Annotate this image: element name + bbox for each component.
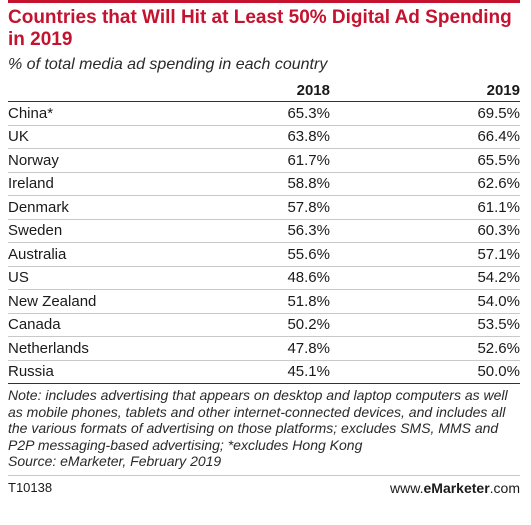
header-country <box>8 79 258 102</box>
table-row: Canada 50.2% 53.5% <box>8 312 520 337</box>
chart-container: Countries that Will Hit at Least 50% Dig… <box>8 0 520 496</box>
chart-id: T10138 <box>8 479 53 495</box>
value-2018-cell: 65.3% <box>258 101 330 125</box>
footnote: Note: includes advertising that appears … <box>8 387 520 470</box>
table-row: New Zealand 51.8% 54.0% <box>8 289 520 313</box>
value-2018-cell: 57.8% <box>258 195 330 219</box>
value-2019-cell: 61.1% <box>330 195 520 219</box>
country-cell: Australia <box>8 242 258 266</box>
value-2018-cell: 50.2% <box>258 312 330 337</box>
brand-suffix: .com <box>489 479 520 496</box>
country-cell: Sweden <box>8 218 258 243</box>
value-2019-cell: 53.5% <box>330 312 520 337</box>
value-2019-cell: 54.2% <box>330 265 520 290</box>
value-2018-cell: 47.8% <box>258 336 330 360</box>
brand-logo: www.eMarketer.com <box>390 480 520 496</box>
table-row: US 48.6% 54.2% <box>8 265 520 290</box>
value-2018-cell: 45.1% <box>258 359 330 384</box>
table-body: China* 65.3% 69.5% UK 63.8% 66.4% Norway 61.7% 6… <box>8 101 520 384</box>
country-cell: US <box>8 265 258 290</box>
value-2018-cell: 63.8% <box>258 124 330 149</box>
value-2019-cell: 57.1% <box>330 242 520 266</box>
value-2019-cell: 66.4% <box>330 124 520 149</box>
chart-title: Countries that Will Hit at Least 50% Dig… <box>8 7 512 50</box>
country-cell: China* <box>8 101 258 125</box>
value-2019-cell: 54.0% <box>330 289 520 313</box>
title-accent-rule <box>8 0 520 3</box>
note-text: Note: includes advertising that appears … <box>8 387 508 453</box>
country-cell: Netherlands <box>8 336 258 360</box>
value-2019-cell: 50.0% <box>330 359 520 384</box>
value-2018-cell: 61.7% <box>258 148 330 172</box>
source-text: Source: eMarketer, February 2019 <box>8 453 222 469</box>
value-2018-cell: 56.3% <box>258 218 330 243</box>
value-2018-cell: 58.8% <box>258 171 330 196</box>
value-2018-cell: 48.6% <box>258 265 330 290</box>
chart-subtitle: % of total media ad spending in each cou… <box>8 56 328 73</box>
value-2019-cell: 60.3% <box>330 218 520 243</box>
data-table: 2018 2019 China* 65.3% 69.5% UK 63.8% 66.4% No… <box>8 79 520 384</box>
country-cell: Russia <box>8 359 258 384</box>
header-2019: 2019 <box>486 81 520 99</box>
brand-prefix: www. <box>390 479 424 496</box>
value-2018-cell: 51.8% <box>258 289 330 313</box>
table-row: Denmark 57.8% 61.1% <box>8 195 520 219</box>
table-row: Norway 61.7% 65.5% <box>8 148 520 172</box>
table-row: Netherlands 47.8% 52.6% <box>8 336 520 360</box>
country-cell: Norway <box>8 148 258 172</box>
table-row: Ireland 58.8% 62.6% <box>8 171 520 196</box>
country-cell: UK <box>8 124 258 149</box>
value-2019-cell: 65.5% <box>330 148 520 172</box>
table-header-row: 2018 2019 <box>8 79 520 102</box>
value-2019-cell: 62.6% <box>330 171 520 196</box>
table-row: Sweden 56.3% 60.3% <box>8 218 520 243</box>
value-2019-cell: 69.5% <box>330 101 520 125</box>
table-row: Russia 45.1% 50.0% <box>8 359 520 384</box>
value-2018-cell: 55.6% <box>258 242 330 266</box>
country-cell: New Zealand <box>8 289 258 313</box>
country-cell: Canada <box>8 312 258 337</box>
header-2018: 2018 <box>296 81 330 99</box>
brand-name: eMarketer <box>423 479 490 496</box>
country-cell: Ireland <box>8 171 258 196</box>
value-2019-cell: 52.6% <box>330 336 520 360</box>
table-row: UK 63.8% 66.4% <box>8 124 520 149</box>
footer: T10138 www.eMarketer.com <box>8 474 520 496</box>
table-row: China* 65.3% 69.5% <box>8 101 520 125</box>
country-cell: Denmark <box>8 195 258 219</box>
table-row: Australia 55.6% 57.1% <box>8 242 520 266</box>
